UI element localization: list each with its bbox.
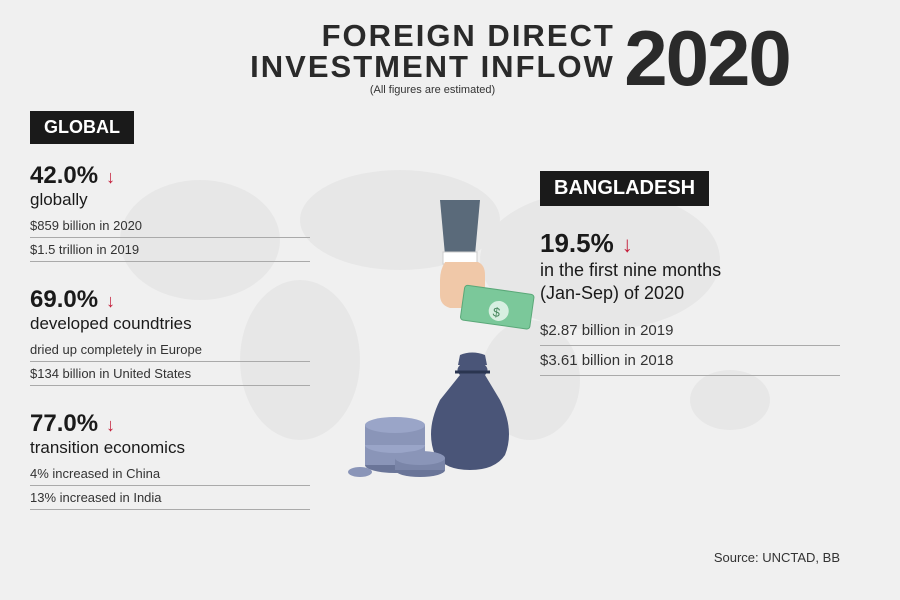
stat-pct: 42.0% xyxy=(30,162,98,190)
title-block: FOREIGN DIRECT INVESTMENT INFLOW (All fi… xyxy=(250,20,615,96)
stat-detail: 13% increased in India xyxy=(30,486,310,510)
bd-detail: $2.87 billion in 2019 xyxy=(540,316,840,346)
stat-transition: 77.0% ↓ transition economics 4% increase… xyxy=(30,410,310,510)
stat-label: developed coundtries xyxy=(30,314,310,334)
stat-pct: 77.0% xyxy=(30,410,98,438)
bangladesh-column: BANGLADESH 19.5% ↓ in the first nine mon… xyxy=(540,171,840,376)
bd-subtitle: in the first nine months (Jan-Sep) of 20… xyxy=(540,259,840,306)
bd-sub-line2: (Jan-Sep) of 2020 xyxy=(540,283,684,303)
stat-globally: 42.0% ↓ globally $859 billion in 2020 $1… xyxy=(30,162,310,262)
money-illustration: $ xyxy=(340,200,560,480)
global-column: GLOBAL 42.0% ↓ globally $859 billion in … xyxy=(30,111,310,534)
year: 2020 xyxy=(624,27,790,89)
bd-sub-line1: in the first nine months xyxy=(540,260,721,280)
stat-detail: 4% increased in China xyxy=(30,462,310,486)
title-line2: INVESTMENT INFLOW xyxy=(250,51,615,82)
stat-detail: $134 billion in United States xyxy=(30,362,310,386)
bd-detail: $3.61 billion in 2018 xyxy=(540,346,840,376)
stat-detail: $1.5 trillion in 2019 xyxy=(30,238,310,262)
bangladesh-label: BANGLADESH xyxy=(540,171,709,206)
arrow-down-icon: ↓ xyxy=(106,415,115,436)
stat-detail: dried up completely in Europe xyxy=(30,338,310,362)
arrow-down-icon: ↓ xyxy=(622,232,633,258)
stat-developed: 69.0% ↓ developed coundtries dried up co… xyxy=(30,286,310,386)
title-line1: FOREIGN DIRECT xyxy=(250,20,615,51)
stat-pct: 69.0% xyxy=(30,286,98,314)
source-text: Source: UNCTAD, BB xyxy=(714,550,840,565)
header: FOREIGN DIRECT INVESTMENT INFLOW (All fi… xyxy=(30,20,870,96)
stat-label: globally xyxy=(30,190,310,210)
stat-detail: $859 billion in 2020 xyxy=(30,214,310,238)
stat-label: transition economics xyxy=(30,438,310,458)
arrow-down-icon: ↓ xyxy=(106,167,115,188)
global-label: GLOBAL xyxy=(30,111,134,144)
subtitle: (All figures are estimated) xyxy=(250,84,615,96)
arrow-down-icon: ↓ xyxy=(106,291,115,312)
